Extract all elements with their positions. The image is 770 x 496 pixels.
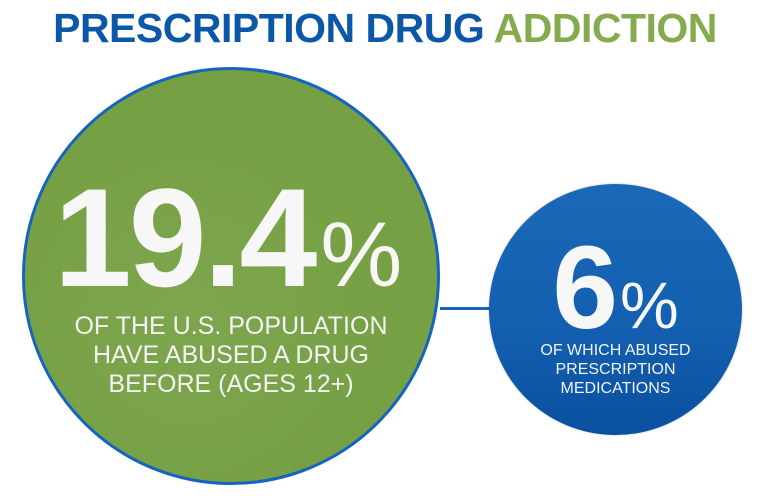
primary-stat-value: 19.4% xyxy=(0,168,456,308)
title-part-green: ADDICTION xyxy=(493,5,718,51)
title-part-blue: PRESCRIPTION DRUG xyxy=(53,5,485,51)
connector-line xyxy=(440,307,500,310)
primary-stat-number: 19.4 xyxy=(53,159,317,316)
secondary-desc-line: OF WHICH ABUSED xyxy=(540,342,691,359)
primary-desc-line: BEFORE (AGES 12+) xyxy=(108,370,354,398)
secondary-stat-unit: % xyxy=(619,268,679,342)
secondary-stat-value: 6% xyxy=(489,229,742,347)
secondary-desc-line: MEDICATIONS xyxy=(560,380,671,397)
primary-stat-unit: % xyxy=(320,204,403,306)
primary-desc-line: HAVE ABUSED A DRUG xyxy=(92,341,369,369)
secondary-stat-circle xyxy=(489,184,742,435)
secondary-desc-line: PRESCRIPTION xyxy=(555,361,676,378)
secondary-stat-number: 6 xyxy=(552,222,618,354)
primary-stat-circle xyxy=(22,67,440,485)
page-title: PRESCRIPTION DRUG ADDICTION xyxy=(0,4,770,52)
secondary-stat-description: OF WHICH ABUSED PRESCRIPTION MEDICATIONS xyxy=(489,341,742,398)
primary-desc-line: OF THE U.S. POPULATION xyxy=(74,312,388,340)
primary-stat-description: OF THE U.S. POPULATION HAVE ABUSED A DRU… xyxy=(22,312,440,399)
